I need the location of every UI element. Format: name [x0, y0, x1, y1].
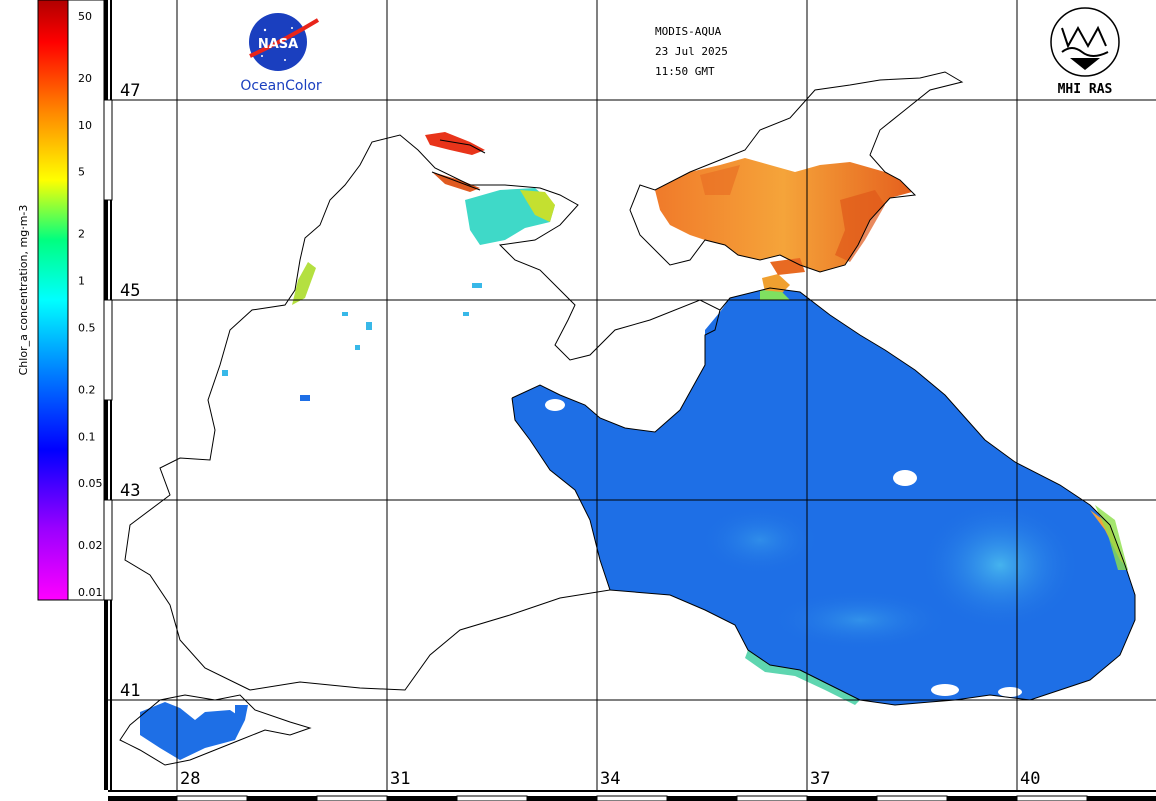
nw-shelf-patches — [222, 132, 555, 401]
oceancolor-logo-text: OceanColor — [240, 78, 322, 94]
colorbar-title: Chlor_a concentration, mg·m-3 — [17, 205, 30, 376]
nasa-oceancolor-logo: NASA OceanColor — [240, 13, 322, 94]
coastline — [119, 71, 1136, 766]
map-header: MODIS-AQUA 23 Jul 2025 11:50 GMT — [655, 25, 728, 78]
acquisition-time: 11:50 GMT — [655, 65, 715, 78]
nasa-logo-text: NASA — [258, 37, 298, 52]
lon-label-40: 40 — [1020, 769, 1040, 789]
lat-label-43: 43 — [120, 481, 140, 501]
colorbar-tick-label: 0.5 — [78, 321, 96, 334]
colorbar-tick-label: 0.2 — [78, 383, 96, 396]
acquisition-date: 23 Jul 2025 — [655, 45, 728, 58]
bottom-scale-bar — [108, 790, 1156, 801]
colorbar-gradient — [37, 0, 69, 601]
lat-label-41: 41 — [120, 681, 140, 701]
colorbar-tick-label: 0.01 — [78, 586, 103, 599]
lon-label-28: 28 — [180, 769, 200, 789]
mhi-ras-logo: MHI RAS — [1050, 7, 1120, 97]
colorbar-tick-label: 5 — [78, 166, 85, 179]
lon-label-37: 37 — [810, 769, 830, 789]
colorbar-tick-label: 20 — [78, 72, 92, 85]
colorbar-tick-label: 50 — [78, 10, 92, 23]
lon-label-34: 34 — [600, 769, 620, 789]
lon-label-31: 31 — [390, 769, 410, 789]
black-sea-water — [512, 288, 1135, 705]
lat-lon-grid — [108, 0, 1156, 790]
left-scale-bar — [103, 0, 113, 790]
sea-of-marmara-water — [140, 702, 248, 760]
colorbar-ticks: 50 20 10 5 2 1 0.5 0.2 0.1 0.05 0.02 0.01 — [78, 10, 103, 599]
colorbar-tick-label: 0.1 — [78, 430, 96, 443]
colorbar-tick-label: 1 — [78, 275, 85, 288]
lat-label-47: 47 — [120, 81, 140, 101]
colorbar-tick-label: 0.05 — [78, 477, 103, 490]
sensor-name: MODIS-AQUA — [655, 25, 722, 38]
kerch-plume — [760, 274, 790, 300]
lat-label-45: 45 — [120, 281, 140, 301]
colorbar: 50 20 10 5 2 1 0.5 0.2 0.1 0.05 0.02 0.01 Chlor_a c… — [17, 0, 105, 601]
longitude-labels: 28 31 34 37 40 — [180, 769, 1040, 789]
latitude-labels: 47 45 43 41 — [120, 81, 140, 701]
colorbar-tick-label: 10 — [78, 119, 92, 132]
mhi-ras-logo-text: MHI RAS — [1058, 82, 1113, 97]
colorbar-tick-label: 0.02 — [78, 539, 103, 552]
colorbar-tick-label: 2 — [78, 228, 85, 241]
